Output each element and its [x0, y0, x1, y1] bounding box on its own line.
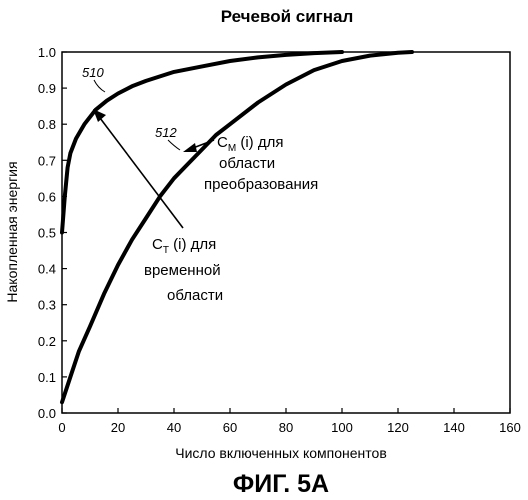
cm-arrow-head: [183, 143, 197, 152]
x-tick-label: 140: [443, 420, 465, 435]
figure-label: ФИГ. 5А: [233, 470, 329, 498]
cm-annotation-line1: СM (i) для: [217, 134, 283, 154]
ct-annotation-line1: СT (i) для: [152, 236, 216, 256]
x-tick-label: 160: [499, 420, 521, 435]
ct-annotation-line3: области: [167, 287, 223, 304]
axis-ticks: 0 20 40 60 80 100 120 140 160 0.0 0.1 0.2 0.3 0.4 0.5 0…: [38, 45, 521, 435]
ct-arrow-head: [93, 109, 106, 122]
x-tick-label: 40: [167, 420, 181, 435]
x-tick-label: 80: [279, 420, 293, 435]
ref-512-leader: [168, 140, 180, 150]
series-group: [62, 52, 412, 402]
chart-title: Речевой сигнал: [221, 7, 354, 26]
x-tick-label: 100: [331, 420, 353, 435]
y-tick-label: 0.0: [38, 406, 56, 421]
x-tick-label: 0: [58, 420, 65, 435]
y-tick-label: 1.0: [38, 45, 56, 60]
series-line-512: [62, 52, 412, 402]
ref-510-label: 510: [82, 65, 104, 80]
cm-annotation-line2: области: [219, 155, 275, 172]
y-tick-label: 0.1: [38, 370, 56, 385]
plot-frame: [62, 52, 510, 413]
ct-annotation-line2: временной: [144, 262, 221, 279]
y-tick-label: 0.2: [38, 334, 56, 349]
cm-annotation-line3: преобразования: [204, 176, 318, 193]
y-tick-label: 0.9: [38, 81, 56, 96]
y-tick-label: 0.4: [38, 262, 56, 277]
x-axis-label: Число включенных компонентов: [175, 445, 387, 461]
y-tick-label: 0.3: [38, 298, 56, 313]
x-tick-label: 20: [111, 420, 125, 435]
ref-510-leader: [94, 80, 105, 92]
plot-area: [62, 52, 510, 413]
y-tick-label: 0.6: [38, 189, 56, 204]
ref-512-label: 512: [155, 125, 177, 140]
y-tick-label: 0.8: [38, 117, 56, 132]
y-tick-label: 0.7: [38, 153, 56, 168]
x-tick-label: 120: [387, 420, 409, 435]
x-tick-label: 60: [223, 420, 237, 435]
y-tick-label: 0.5: [38, 226, 56, 241]
y-axis-label: Накопленная энергия: [4, 161, 20, 302]
